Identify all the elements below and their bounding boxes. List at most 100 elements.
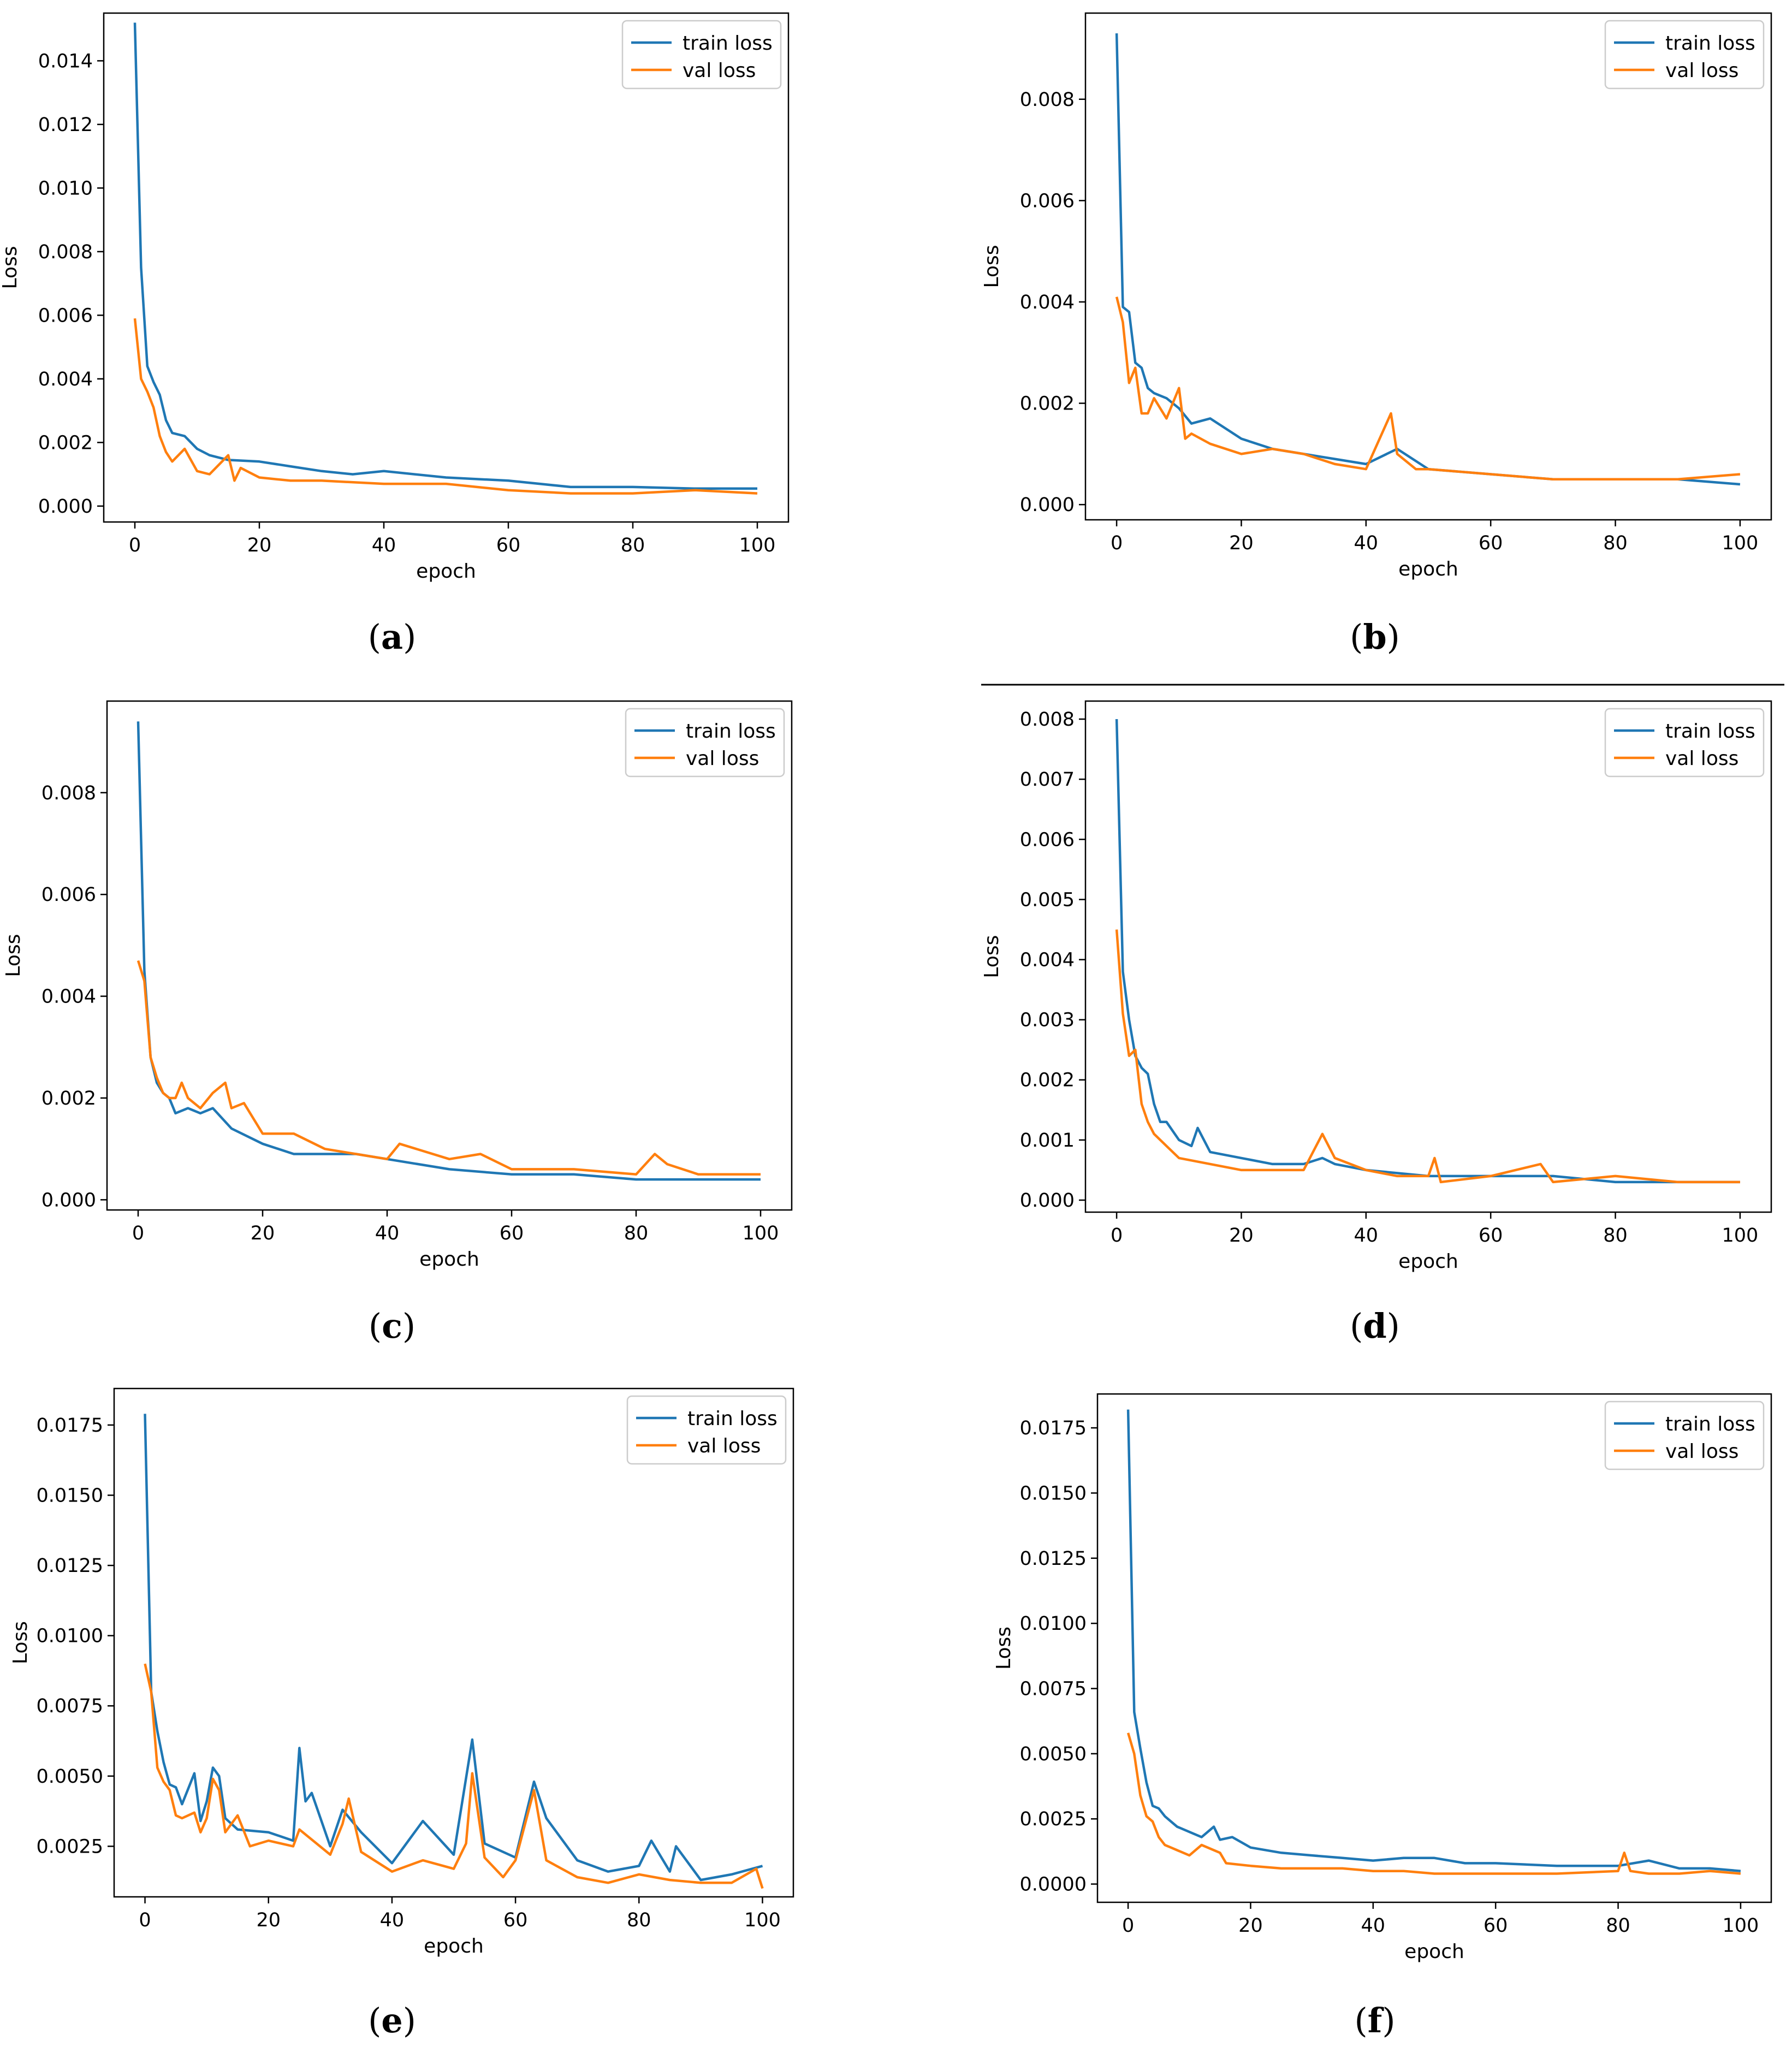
x-tick-label: 100 bbox=[1723, 1915, 1759, 1937]
x-tick-label: 80 bbox=[1603, 1225, 1628, 1247]
val-loss-line bbox=[1126, 1732, 1741, 1875]
series-group bbox=[133, 22, 758, 495]
chart-panel-d: 0 20 40 60 80 100 0.000 0.001 0.002 0.003 0.004 0.0… bbox=[981, 700, 1772, 1346]
y-tick-label: 0.010 bbox=[38, 177, 93, 199]
y-tick-label: 0.000 bbox=[41, 1189, 96, 1211]
y-tick-label: 0.000 bbox=[1020, 1190, 1075, 1212]
train-loss-line bbox=[1126, 1409, 1741, 1872]
plot-area-frame bbox=[106, 700, 793, 1211]
x-tick-label: 40 bbox=[1354, 1225, 1379, 1247]
y-tick-label: 0.002 bbox=[38, 432, 93, 454]
chart-panel-c: 0 20 40 60 80 100 0.000 0.002 0.004 0.006 0.008 epo… bbox=[2, 700, 793, 1346]
legend-train-label: train loss bbox=[683, 32, 773, 55]
y-tick-label: 0.0125 bbox=[1020, 1548, 1087, 1570]
train-loss-line bbox=[133, 22, 757, 490]
x-tick-label: 0 bbox=[139, 1909, 151, 1931]
plot-area-frame bbox=[1084, 700, 1772, 1213]
y-tick-label: 0.004 bbox=[1020, 950, 1075, 971]
y-axis-label: Loss bbox=[2, 934, 25, 977]
legend-train-label: train loss bbox=[687, 1408, 778, 1430]
y-tick-label: 0.006 bbox=[1020, 829, 1075, 851]
plot-area-frame bbox=[113, 1387, 794, 1898]
y-tick-label: 0.014 bbox=[38, 50, 93, 72]
y-tick-label: 0.002 bbox=[1020, 393, 1075, 415]
x-axis-label: epoch bbox=[1404, 1941, 1464, 1963]
panel-caption-letter: b bbox=[1363, 617, 1386, 657]
legend-box bbox=[1604, 1401, 1765, 1470]
legend-box bbox=[1604, 20, 1765, 90]
y-tick-label: 0.012 bbox=[38, 114, 93, 136]
legend-train-label: train loss bbox=[686, 720, 776, 743]
legend-box bbox=[1604, 708, 1765, 778]
val-loss-line bbox=[137, 960, 761, 1176]
panel-caption: (b) bbox=[1350, 617, 1400, 657]
x-tick-label: 100 bbox=[744, 1909, 781, 1931]
y-tick-label: 0.008 bbox=[38, 241, 93, 263]
x-tick-label: 0 bbox=[129, 535, 141, 556]
x-tick-label: 20 bbox=[1229, 1225, 1254, 1247]
plot-area-frame bbox=[1084, 12, 1772, 521]
x-tick-label: 40 bbox=[380, 1909, 405, 1931]
y-tick-label: 0.008 bbox=[41, 782, 96, 804]
y-tick-label: 0.0150 bbox=[1020, 1482, 1087, 1504]
charts-layer: 0 20 40 60 80 100 0.000 0.002 0.004 0.006 0.008 0.0… bbox=[0, 12, 1772, 2040]
x-tick-label: 40 bbox=[1354, 532, 1379, 554]
y-tick-label: 0.008 bbox=[1020, 709, 1075, 731]
panel-caption: (f) bbox=[1354, 2001, 1395, 2040]
x-tick-label: 80 bbox=[1606, 1915, 1630, 1937]
y-tick-label: 0.0125 bbox=[37, 1555, 103, 1577]
y-tick-label: 0.005 bbox=[1020, 889, 1075, 911]
y-tick-label: 0.006 bbox=[38, 305, 93, 327]
chart-panel-a: 0 20 40 60 80 100 0.000 0.002 0.004 0.006 0.008 0.0… bbox=[0, 12, 790, 657]
panel-caption: (d) bbox=[1350, 1306, 1400, 1346]
panel-caption-letter: d bbox=[1363, 1306, 1386, 1346]
legend-val-label: val loss bbox=[1665, 60, 1738, 82]
y-tick-label: 0.008 bbox=[1020, 89, 1075, 111]
x-tick-label: 40 bbox=[1361, 1915, 1386, 1937]
panel-caption-letter: c bbox=[382, 1306, 402, 1346]
x-tick-label: 0 bbox=[1111, 1225, 1123, 1247]
y-tick-label: 0.0000 bbox=[1020, 1874, 1087, 1896]
val-loss-line bbox=[144, 1663, 764, 1889]
y-tick-label: 0.000 bbox=[1020, 494, 1075, 516]
train-loss-line bbox=[144, 1414, 763, 1882]
panel-caption: (a) bbox=[368, 617, 417, 657]
x-tick-label: 80 bbox=[627, 1909, 651, 1931]
x-tick-label: 0 bbox=[1111, 532, 1123, 554]
plot-area-frame bbox=[1096, 1393, 1772, 1903]
chart-panel-b: 0 20 40 60 80 100 0.000 0.002 0.004 0.006 0.008 epo… bbox=[981, 12, 1772, 657]
y-axis-label: Loss bbox=[981, 245, 1003, 288]
y-tick-label: 0.0100 bbox=[1020, 1613, 1087, 1635]
y-axis-label: Loss bbox=[0, 246, 21, 289]
legend-val-label: val loss bbox=[1665, 1440, 1738, 1463]
series-group bbox=[137, 721, 761, 1181]
legend-train-label: train loss bbox=[1665, 32, 1755, 55]
y-axis-label: Loss bbox=[9, 1621, 32, 1664]
val-loss-line bbox=[133, 318, 758, 495]
y-tick-label: 0.0100 bbox=[37, 1625, 103, 1647]
y-tick-label: 0.0025 bbox=[1020, 1808, 1087, 1830]
x-tick-label: 20 bbox=[251, 1223, 275, 1244]
y-tick-label: 0.0050 bbox=[37, 1766, 103, 1788]
y-tick-label: 0.0075 bbox=[1020, 1678, 1087, 1700]
y-tick-label: 0.006 bbox=[41, 884, 96, 906]
x-tick-label: 100 bbox=[1722, 1225, 1759, 1247]
y-tick-label: 0.0175 bbox=[37, 1415, 103, 1437]
panel-caption: (c) bbox=[369, 1306, 416, 1346]
legend-train-label: train loss bbox=[1665, 720, 1755, 743]
legend-val-label: val loss bbox=[683, 60, 756, 82]
x-tick-label: 60 bbox=[1479, 532, 1503, 554]
y-tick-label: 0.004 bbox=[41, 986, 96, 1008]
x-tick-label: 20 bbox=[1229, 532, 1254, 554]
legend-box bbox=[626, 1395, 787, 1465]
series-group bbox=[1126, 1409, 1741, 1875]
x-tick-label: 20 bbox=[256, 1909, 281, 1931]
x-axis-label: epoch bbox=[416, 560, 476, 583]
val-loss-line bbox=[1115, 929, 1740, 1184]
chart-panel-f: 0 20 40 60 80 100 0.0000 0.0025 0.0050 0.0075 0.01… bbox=[993, 1393, 1772, 2040]
y-tick-label: 0.0075 bbox=[37, 1695, 103, 1717]
plot-area-frame bbox=[103, 12, 790, 523]
legend-val-label: val loss bbox=[1665, 747, 1738, 770]
